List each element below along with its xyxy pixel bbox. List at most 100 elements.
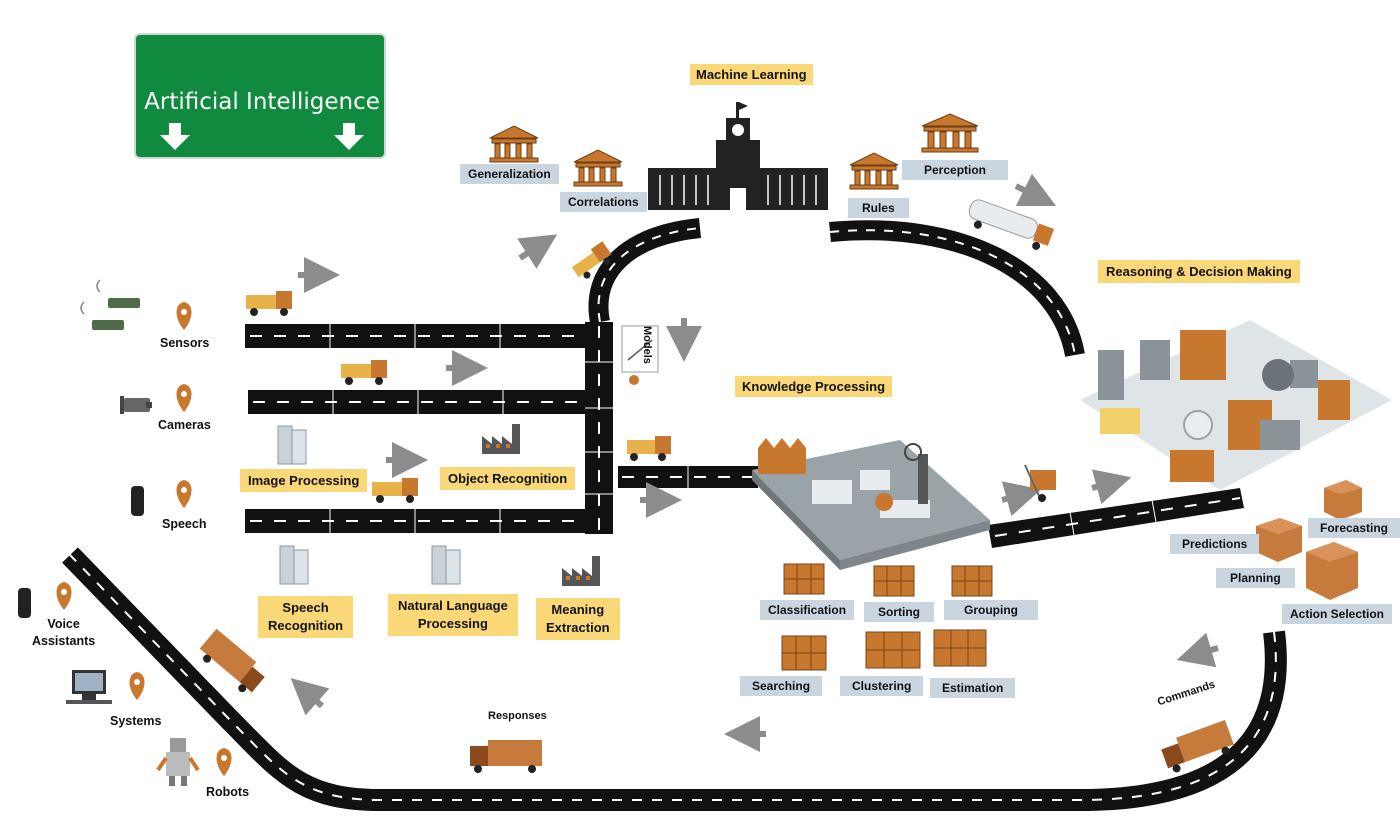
semi-truck-icon xyxy=(199,628,265,693)
main-building-icon xyxy=(648,102,828,210)
location-pin-icon xyxy=(216,748,232,776)
cameras-label: Cameras xyxy=(158,418,211,432)
down-arrow-icon xyxy=(160,123,190,150)
knowledge-factory-icon xyxy=(752,438,990,570)
computer-icon xyxy=(66,670,112,704)
arrow xyxy=(1001,481,1042,517)
down-arrow-icon xyxy=(334,123,364,150)
clustering-label: Clustering xyxy=(840,676,924,696)
estimation-label: Estimation xyxy=(930,678,1016,698)
dump-truck-icon xyxy=(372,478,418,503)
nlp-label: Natural Language Processing xyxy=(388,594,518,636)
robot-icon xyxy=(156,738,200,786)
action-selection-label: Action Selection xyxy=(1282,604,1393,624)
shelf-icon xyxy=(783,563,825,595)
semi-truck-icon xyxy=(470,740,542,773)
arrow xyxy=(1176,632,1219,668)
image-processing-label: Image Processing xyxy=(240,469,368,492)
arrow xyxy=(1091,469,1132,505)
location-pin-icon xyxy=(176,480,192,508)
machine-learning-heading: Machine Learning xyxy=(690,64,813,85)
input-device-icons xyxy=(18,279,200,786)
location-pin-icon xyxy=(129,672,145,700)
bank-icon xyxy=(489,125,539,163)
forecasting-label: Forecasting xyxy=(1308,518,1400,538)
speech-label: Speech xyxy=(162,517,207,531)
perception-label: Perception xyxy=(902,160,1009,180)
predictions-label: Predictions xyxy=(1170,534,1260,554)
shelf-icon xyxy=(951,565,993,597)
reasoning-heading: Reasoning & Decision Making xyxy=(1098,260,1300,283)
box-icon xyxy=(1256,518,1302,562)
bank-icon xyxy=(921,113,979,153)
models-chart-icon xyxy=(621,325,659,385)
classification-label: Classification xyxy=(760,600,855,620)
hand-truck-icon xyxy=(1024,464,1056,502)
truck-icons xyxy=(199,199,1234,773)
voice-assistants-label: Voice Assistants xyxy=(32,617,96,648)
location-pin-icon xyxy=(176,302,192,330)
location-pin-icon xyxy=(56,582,72,610)
bank-icon xyxy=(573,149,623,187)
voice-assistant-icon xyxy=(18,588,31,618)
road-speech xyxy=(245,509,585,533)
location-pin-icons xyxy=(56,302,232,776)
road-to-knowledge xyxy=(618,466,758,488)
rules-label: Rules xyxy=(848,198,909,218)
planning-label: Planning xyxy=(1216,568,1295,588)
sensors-label: Sensors xyxy=(160,336,210,350)
shelf-icon xyxy=(873,565,915,597)
server-stack-icon xyxy=(431,545,461,585)
bank-building-icons xyxy=(489,113,979,190)
box-icon xyxy=(1306,542,1358,600)
speech-recognition-label: Speech Recognition xyxy=(258,596,354,638)
sensor-device-icon xyxy=(80,279,140,330)
processing-icons xyxy=(277,325,659,586)
road-vertical xyxy=(585,322,613,534)
shelf-icon xyxy=(865,631,921,669)
road-ml-loop-left xyxy=(588,218,702,324)
arrow xyxy=(517,234,558,269)
arrow xyxy=(1014,173,1057,207)
meaning-extraction-label: Meaning Extraction xyxy=(536,598,620,640)
dump-truck-icon xyxy=(246,291,292,316)
road-cameras xyxy=(248,390,585,414)
semi-truck-icon xyxy=(1161,719,1234,773)
grouping-label: Grouping xyxy=(944,600,1038,620)
camera-icon xyxy=(120,396,152,414)
location-pin-icon xyxy=(176,384,192,412)
shelf-icon xyxy=(781,635,827,671)
factory-icon xyxy=(482,424,520,454)
server-stack-icon xyxy=(279,545,309,585)
box-icons xyxy=(1256,480,1362,600)
robots-label: Robots xyxy=(206,785,250,799)
dump-truck-icon xyxy=(571,241,612,279)
machinery-icon xyxy=(1080,320,1392,490)
factory-icon xyxy=(562,556,600,586)
generalization-label: Generalization xyxy=(460,164,559,184)
road-to-reasoning xyxy=(988,488,1244,548)
smart-speaker-icon xyxy=(131,486,144,516)
knowledge-processing-heading: Knowledge Processing xyxy=(735,376,893,397)
highway-sign: Artificial Intelligence xyxy=(134,33,386,159)
sorting-label: Sorting xyxy=(864,602,934,622)
road-return xyxy=(62,547,1287,811)
correlations-label: Correlations xyxy=(560,192,647,212)
road-sensors xyxy=(245,324,585,348)
tanker-truck-icon xyxy=(968,199,1054,250)
models-label: Models xyxy=(641,326,653,364)
bank-icon xyxy=(849,152,899,190)
roads xyxy=(62,218,1287,811)
dump-truck-icon xyxy=(627,436,671,461)
responses-label: Responses xyxy=(488,710,547,722)
object-recognition-label: Object Recognition xyxy=(440,467,576,490)
server-stack-icon xyxy=(277,425,307,465)
box-icon xyxy=(1324,480,1362,520)
shelf-icons xyxy=(781,563,993,671)
shelf-icon xyxy=(933,629,987,667)
arrow xyxy=(290,678,330,716)
searching-label: Searching xyxy=(740,676,823,696)
systems-label: Systems xyxy=(110,714,162,728)
flow-arrows xyxy=(290,173,1219,752)
